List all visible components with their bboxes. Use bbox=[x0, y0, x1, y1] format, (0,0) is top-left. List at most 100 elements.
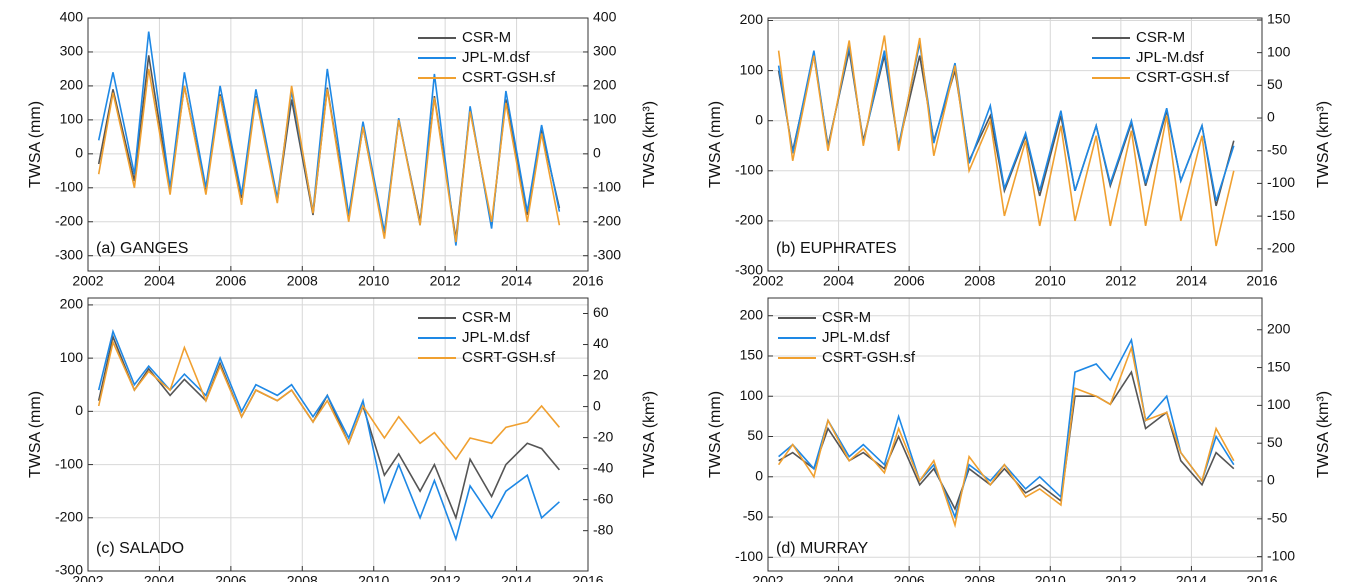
y-tick-label: 200 bbox=[60, 77, 84, 93]
x-tick-label: 2014 bbox=[1176, 573, 1207, 582]
y2-tick-label: -20 bbox=[593, 428, 613, 444]
series-line bbox=[777, 344, 1235, 529]
y-tick-label: 0 bbox=[75, 145, 83, 161]
series-line bbox=[97, 328, 560, 542]
x-tick-label: 2008 bbox=[287, 573, 318, 582]
y-tick-label: 100 bbox=[60, 111, 84, 127]
y2-tick-label: 200 bbox=[593, 77, 617, 93]
x-tick-label: 2008 bbox=[964, 573, 995, 582]
y-tick-label: -100 bbox=[735, 548, 763, 564]
panel-label: (d) MURRAY bbox=[776, 540, 868, 557]
y2-axis-title: TWSA (km³) bbox=[1315, 101, 1332, 188]
x-tick-label: 2016 bbox=[572, 573, 603, 582]
y-tick-label: 400 bbox=[60, 9, 84, 25]
legend-label: JPL-M.dsf bbox=[462, 49, 530, 66]
y2-tick-label: 0 bbox=[593, 397, 601, 413]
y2-tick-label: -300 bbox=[593, 246, 621, 262]
y-tick-label: -100 bbox=[55, 179, 83, 195]
y-tick-label: -300 bbox=[735, 262, 763, 278]
y-tick-label: 0 bbox=[755, 111, 763, 127]
y2-tick-label: 20 bbox=[593, 366, 609, 382]
x-tick-label: 2012 bbox=[430, 273, 461, 289]
y2-tick-label: -60 bbox=[593, 490, 613, 506]
x-tick-label: 2012 bbox=[1105, 273, 1136, 289]
x-tick-label: 2014 bbox=[1176, 273, 1207, 289]
y-tick-label: 0 bbox=[755, 467, 763, 483]
y-axis-title: TWSA (mm) bbox=[27, 101, 44, 188]
y-tick-label: -300 bbox=[55, 562, 83, 578]
series-line bbox=[97, 68, 561, 243]
legend-label: CSR-M bbox=[822, 309, 871, 326]
x-tick-label: 2002 bbox=[72, 273, 103, 289]
y-axis-title: TWSA (mm) bbox=[707, 101, 724, 188]
x-tick-label: 2008 bbox=[287, 273, 318, 289]
y2-axis-title: TWSA (km³) bbox=[641, 391, 658, 478]
y-tick-label: 150 bbox=[740, 347, 764, 363]
y-tick-label: -200 bbox=[55, 212, 83, 228]
y-axis-title: TWSA (mm) bbox=[27, 391, 44, 478]
y2-tick-label: 300 bbox=[593, 43, 617, 59]
legend-label: CSR-M bbox=[462, 309, 511, 326]
x-tick-label: 2004 bbox=[144, 273, 175, 289]
legend-label: JPL-M.dsf bbox=[822, 329, 890, 346]
x-tick-label: 2010 bbox=[1035, 573, 1066, 582]
y-tick-label: 200 bbox=[740, 306, 764, 322]
y-tick-label: 100 bbox=[740, 61, 764, 77]
y2-tick-label: 50 bbox=[1267, 76, 1283, 92]
x-tick-label: 2006 bbox=[215, 573, 246, 582]
y2-tick-label: 0 bbox=[1267, 109, 1275, 125]
x-tick-label: 2012 bbox=[430, 573, 461, 582]
x-tick-label: 2004 bbox=[144, 573, 175, 582]
x-tick-label: 2014 bbox=[501, 573, 532, 582]
y-tick-label: 200 bbox=[740, 11, 764, 27]
y2-tick-label: -40 bbox=[593, 459, 613, 475]
y2-axis-title: TWSA (km³) bbox=[641, 101, 658, 188]
y-tick-label: -200 bbox=[55, 508, 83, 524]
y-tick-label: -100 bbox=[735, 162, 763, 178]
x-tick-label: 2012 bbox=[1105, 573, 1136, 582]
y2-tick-label: -100 bbox=[1267, 174, 1295, 190]
legend-label: CSRT-GSH.sf bbox=[462, 349, 556, 366]
legend-label: CSRT-GSH.sf bbox=[1136, 69, 1230, 86]
y-tick-label: 0 bbox=[75, 402, 83, 418]
y2-tick-label: 100 bbox=[1267, 43, 1291, 59]
panel-label: (c) SALADO bbox=[96, 540, 184, 557]
y-tick-label: 200 bbox=[60, 296, 84, 312]
x-tick-label: 2002 bbox=[752, 273, 783, 289]
y-axis-title: TWSA (mm) bbox=[707, 391, 724, 478]
panel-label: (b) EUPHRATES bbox=[776, 240, 897, 257]
legend-label: JPL-M.dsf bbox=[1136, 49, 1204, 66]
x-tick-label: 2006 bbox=[215, 273, 246, 289]
y-tick-label: -50 bbox=[743, 508, 763, 524]
series-line bbox=[778, 337, 1235, 520]
y-tick-label: 100 bbox=[60, 349, 84, 365]
y2-tick-label: -80 bbox=[593, 521, 613, 537]
y-tick-label: 300 bbox=[60, 43, 84, 59]
series-line bbox=[777, 35, 1235, 247]
y2-tick-label: 200 bbox=[1267, 320, 1291, 336]
legend-label: JPL-M.dsf bbox=[462, 329, 530, 346]
y2-tick-label: 0 bbox=[593, 145, 601, 161]
y2-tick-label: 40 bbox=[593, 335, 609, 351]
x-tick-label: 2016 bbox=[572, 273, 603, 289]
series-line bbox=[97, 339, 561, 461]
x-tick-label: 2016 bbox=[1246, 573, 1277, 582]
legend-label: CSR-M bbox=[1136, 29, 1185, 46]
y2-tick-label: -150 bbox=[1267, 207, 1295, 223]
y2-tick-label: 0 bbox=[1267, 472, 1275, 488]
plot-frame bbox=[87, 17, 589, 272]
x-tick-label: 2014 bbox=[501, 273, 532, 289]
y2-tick-label: -100 bbox=[1267, 547, 1295, 563]
legend-label: CSRT-GSH.sf bbox=[462, 69, 556, 86]
x-tick-label: 2002 bbox=[752, 573, 783, 582]
y2-tick-label: 50 bbox=[1267, 434, 1283, 450]
x-tick-label: 2006 bbox=[894, 273, 925, 289]
y-tick-label: -200 bbox=[735, 212, 763, 228]
y2-tick-label: 150 bbox=[1267, 358, 1291, 374]
series-line bbox=[778, 370, 1235, 511]
x-tick-label: 2004 bbox=[823, 273, 854, 289]
y-tick-label: -100 bbox=[55, 455, 83, 471]
x-tick-label: 2008 bbox=[964, 273, 995, 289]
y2-tick-label: -100 bbox=[593, 179, 621, 195]
